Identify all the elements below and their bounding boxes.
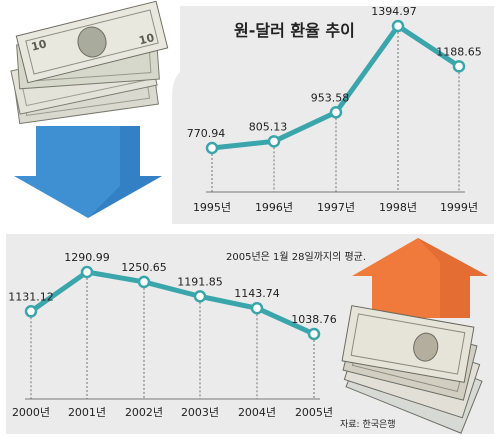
won-bills-icon	[341, 305, 483, 434]
dollar-bills-icon: 10 10	[10, 0, 169, 125]
data-point	[193, 290, 207, 303]
svg-text:10: 10	[138, 31, 156, 47]
data-point	[307, 327, 321, 341]
data-label: 1191.85	[177, 275, 223, 288]
data-label: 1131.12	[8, 290, 54, 303]
tick-label: 1995년	[193, 201, 231, 214]
data-point	[391, 19, 405, 33]
tick-label: 2002년	[125, 406, 163, 419]
data-label: 1394.97	[371, 5, 417, 18]
data-label: 1143.74	[234, 287, 280, 300]
data-label: 1250.65	[121, 261, 167, 274]
chart-title: 원-달러 환율 추이	[234, 21, 355, 40]
chart-bottom: 1131.12 2000년 1290.99 2001년 1250.65 2002년 1191…	[8, 251, 337, 419]
data-point	[205, 141, 219, 155]
up-arrow-shade	[418, 238, 488, 318]
data-point	[137, 275, 151, 289]
note-text: 2005년은 1월 28일까지의 평균.	[226, 251, 366, 263]
data-label: 770.94	[187, 127, 226, 140]
data-label: 1038.76	[291, 313, 337, 326]
tick-label: 2004년	[238, 406, 276, 419]
tick-label: 2001년	[68, 406, 106, 419]
data-label: 953.58	[311, 91, 350, 104]
data-label: 1188.65	[436, 45, 482, 58]
data-label: 1290.99	[64, 251, 110, 264]
tick-label: 2000년	[12, 406, 50, 419]
tick-label: 1997년	[317, 201, 355, 214]
down-arrow-shade	[88, 126, 162, 218]
tick-label: 2005년	[295, 406, 333, 419]
series-line	[28, 269, 317, 337]
chart-top: 770.94 1995년 805.13 1996년 953.58 1997년 1394.97…	[187, 5, 482, 214]
tick-label: 1996년	[255, 201, 293, 214]
data-label: 805.13	[249, 120, 288, 133]
data-point	[267, 135, 281, 148]
tick-label: 1998년	[379, 201, 417, 214]
data-point	[24, 305, 38, 318]
data-point	[329, 106, 343, 119]
data-point	[250, 301, 264, 315]
data-point	[80, 265, 94, 279]
svg-text:10: 10	[30, 37, 48, 53]
source-text: 자료: 한국은행	[340, 418, 396, 430]
data-point	[452, 60, 466, 73]
tick-label: 1999년	[440, 201, 478, 214]
tick-label: 2003년	[181, 406, 219, 419]
